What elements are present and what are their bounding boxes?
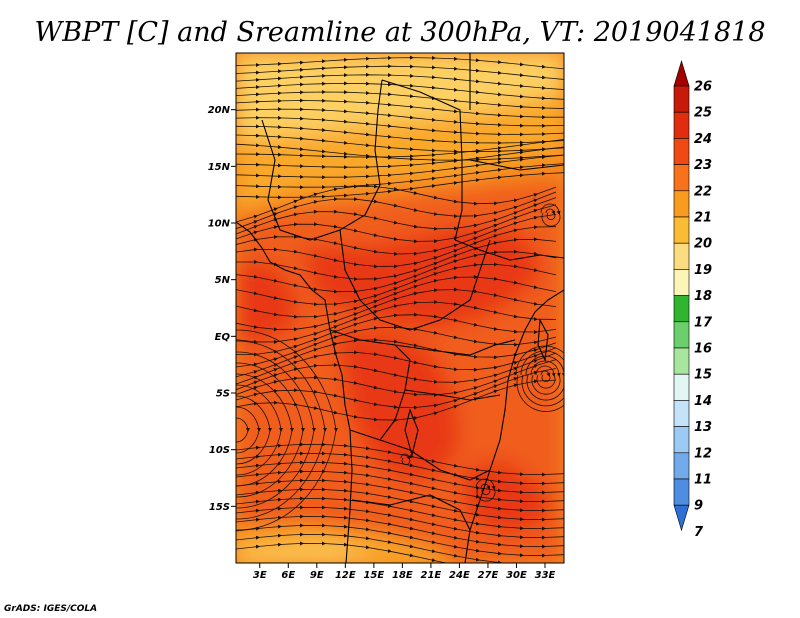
- colorbar-label: 21: [694, 211, 712, 226]
- colorbar-label: 13: [694, 420, 712, 435]
- streamline-65: [400, 453, 411, 466]
- colorbar-label: 11: [694, 473, 712, 488]
- colorbar-swatch: [673, 85, 690, 113]
- streamline-61: [530, 360, 561, 395]
- lat-tick-label: 5N: [215, 275, 231, 286]
- lon-tick-label: 15E: [363, 570, 384, 581]
- border-7: [351, 494, 471, 531]
- plot-frame: [235, 52, 565, 564]
- lon-tick-label: 18E: [392, 570, 413, 581]
- country-borders: [236, 53, 564, 563]
- colorbar-label: 23: [694, 158, 712, 173]
- lon-tick-label: 30E: [506, 570, 527, 581]
- border-10: [404, 389, 501, 401]
- colorbar-swatch: [673, 269, 690, 296]
- streamline-36: [236, 417, 250, 443]
- lat-tick-label: 20N: [208, 105, 231, 116]
- colorbar-swatch: [673, 373, 690, 401]
- colorbar-swatch: [673, 138, 690, 165]
- lon-tick-label: 21E: [421, 570, 442, 581]
- lon-axis: 3E 6E 9E 12E 15E 18E 21E 24E 27E 30E 33E: [253, 563, 556, 581]
- streamline-59: [540, 370, 551, 383]
- colorbar-label: 7: [694, 525, 704, 540]
- lon-tick-label: 27E: [478, 570, 499, 581]
- colorbar-label: 17: [694, 315, 713, 330]
- streamline-56: [236, 541, 546, 563]
- streamline-39: [236, 384, 283, 476]
- colorbar-swatch: [673, 426, 690, 454]
- colorbar-label: 25: [694, 106, 712, 121]
- colorbar-swatch: [673, 452, 690, 480]
- coastline-east: [464, 289, 564, 563]
- colorbar: 26 25 24 23 22 21 20 19 18 17 16 15 14 13 12 11 9 7: [673, 59, 713, 540]
- colorbar-label: 22: [694, 184, 712, 199]
- streamline-58: [540, 203, 561, 227]
- border-3: [339, 229, 491, 331]
- streamline-37: [236, 406, 261, 454]
- colorbar-swatch: [673, 242, 690, 270]
- colorbar-label: 14: [694, 394, 712, 409]
- field-blobs: [236, 53, 564, 563]
- colorbar-max-triangle: [673, 59, 690, 87]
- streamline-64: [515, 345, 564, 412]
- lon-tick-label: 33E: [535, 570, 556, 581]
- coastline-west: [236, 221, 353, 563]
- colorbar-label: 19: [694, 263, 712, 278]
- lat-axis: 20N 15N 10N 5N EQ 5S 10S 15S: [208, 105, 236, 513]
- lon-tick-label: 6E: [281, 570, 295, 581]
- colorbar-label: 16: [694, 342, 712, 357]
- colorbar-swatch: [673, 164, 690, 192]
- lat-tick-label: EQ: [215, 332, 231, 343]
- lat-tick-label: 15N: [208, 162, 231, 173]
- colorbar-label: 26: [694, 80, 712, 95]
- streamline-0: [236, 55, 564, 70]
- streamline-38: [236, 395, 272, 465]
- lat-tick-label: 10S: [209, 445, 230, 456]
- lon-tick-label: 9E: [310, 570, 324, 581]
- border-9: [454, 239, 564, 261]
- lon-tick-label: 12E: [335, 570, 356, 581]
- streamline-60: [535, 365, 556, 389]
- lat-tick-label: 5S: [216, 389, 230, 400]
- border-8: [469, 53, 564, 171]
- lake-2: [404, 408, 419, 458]
- lon-tick-label: 3E: [253, 570, 267, 581]
- chart-title: WBPT [C] and Sreamline at 300hPa, VT: 20…: [35, 17, 766, 48]
- lake-1: [537, 318, 549, 362]
- lat-tick-label: 10N: [208, 219, 231, 230]
- colorbar-label: 24: [694, 132, 712, 147]
- colorbar-swatch: [673, 400, 690, 427]
- lon-tick-label: 24E: [449, 570, 470, 581]
- colorbar-label: 15: [694, 368, 712, 383]
- streamlines: [236, 55, 564, 563]
- border-5: [394, 339, 516, 356]
- colorbar-label: 20: [694, 237, 712, 252]
- colorbar-label: 18: [694, 289, 712, 304]
- streamline-67: [475, 478, 496, 502]
- colorbar-swatch: [673, 111, 690, 139]
- colorbar-min-triangle: [673, 504, 690, 532]
- streamline-57: [545, 208, 556, 221]
- colorbar-swatch: [673, 321, 690, 349]
- credit-label: GrADS: IGES/COLA: [4, 604, 97, 614]
- border-2: [381, 79, 463, 241]
- border-4: [329, 329, 411, 441]
- colorbar-swatch: [673, 190, 690, 218]
- streamline-63: [520, 350, 564, 407]
- streamline-35: [236, 379, 557, 423]
- colorbar-label: 12: [694, 446, 712, 461]
- lat-tick-label: 15S: [209, 502, 230, 513]
- colorbar-swatch: [673, 216, 690, 244]
- colorbar-swatch: [673, 478, 690, 506]
- border-6: [349, 429, 491, 481]
- streamline-62: [525, 355, 564, 401]
- colorbar-swatch: [673, 347, 690, 375]
- colorbar-swatch: [673, 295, 690, 323]
- wbpt-field: [236, 53, 564, 563]
- colorbar-label: 9: [694, 499, 703, 514]
